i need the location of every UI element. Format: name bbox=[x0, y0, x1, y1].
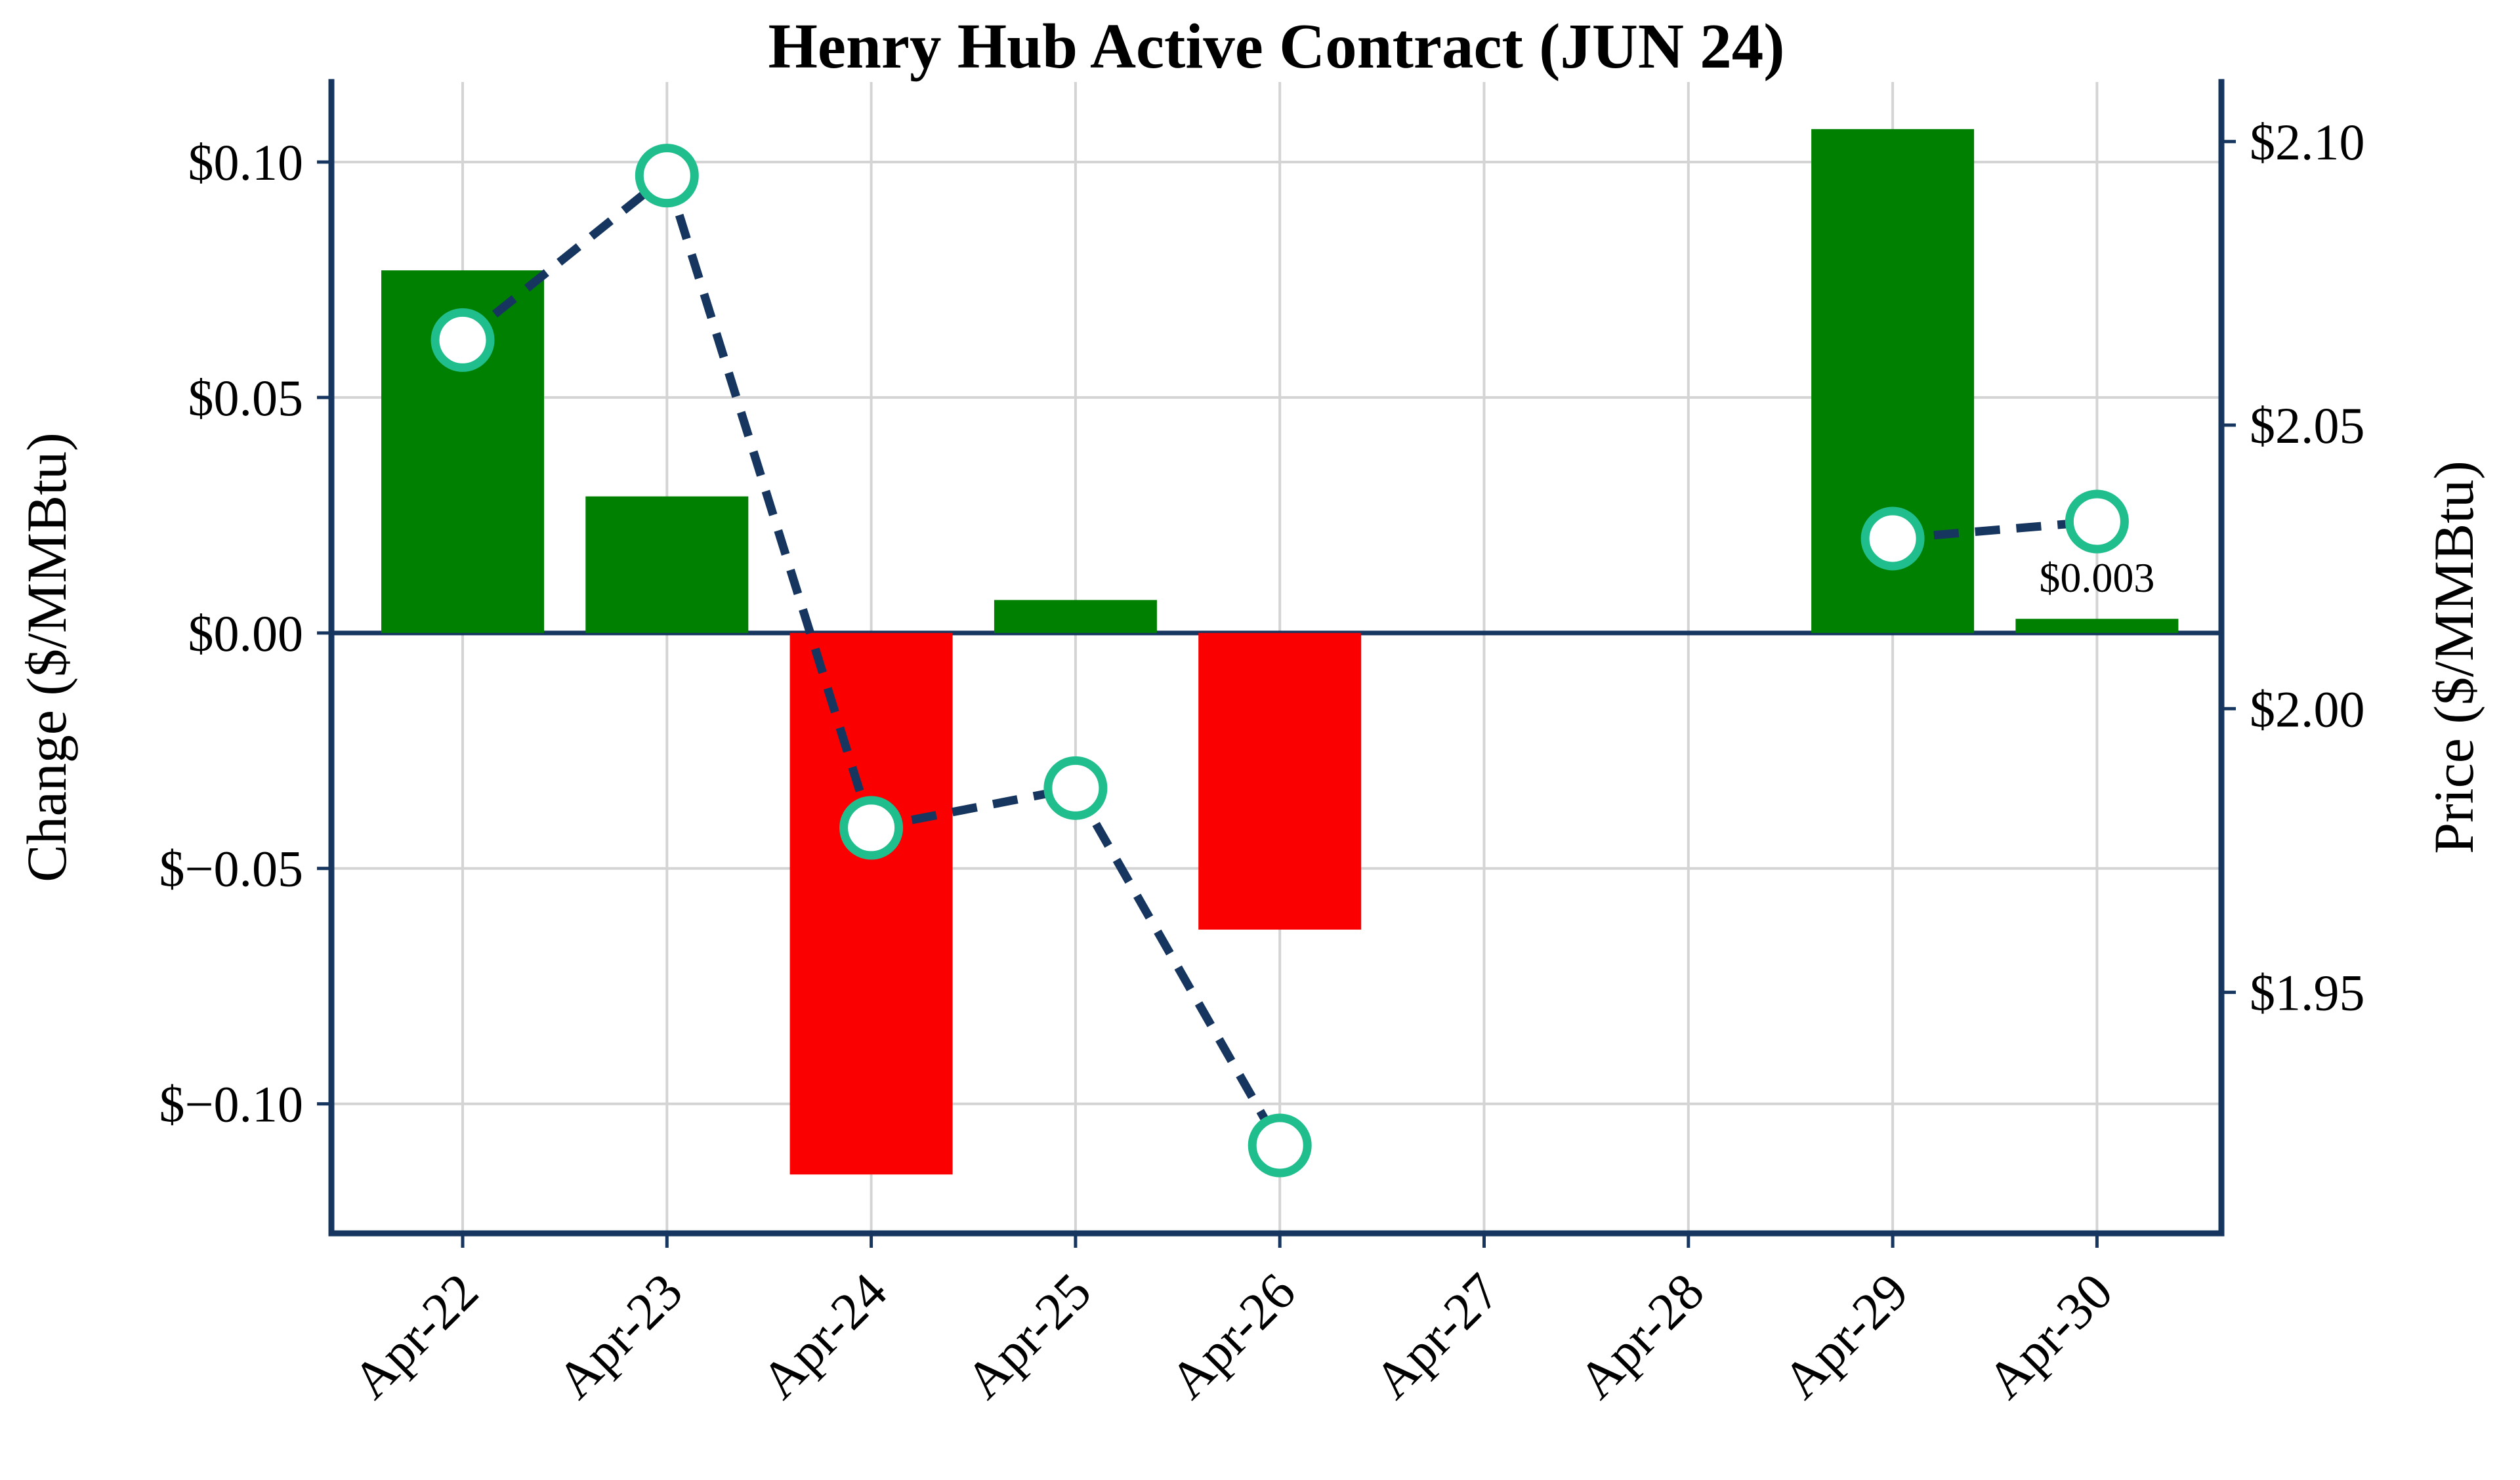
bar-Apr-24 bbox=[789, 632, 953, 1175]
x-tick-label-Apr-30: Apr-30 bbox=[1977, 1263, 2124, 1410]
x-tick-label-Apr-24: Apr-24 bbox=[751, 1263, 898, 1410]
price-line-segment bbox=[663, 174, 875, 829]
bar-Apr-30 bbox=[2015, 619, 2179, 633]
bar-Apr-23 bbox=[585, 496, 749, 633]
x-tick-label-Apr-25: Apr-25 bbox=[955, 1263, 1102, 1410]
x-tick-label-Apr-27: Apr-27 bbox=[1364, 1263, 1511, 1410]
left-tick-label: $0.00 bbox=[188, 605, 304, 662]
bar-Apr-26 bbox=[1198, 632, 1362, 930]
price-line-segment bbox=[1892, 517, 2097, 543]
left-tick-label: $0.10 bbox=[188, 134, 304, 191]
right-tick-label: $2.00 bbox=[2250, 680, 2365, 737]
price-line-segment bbox=[459, 172, 670, 344]
price-line-segment bbox=[870, 783, 1077, 832]
price-line-segment bbox=[1072, 786, 1284, 1148]
x-tick-label-Apr-29: Apr-29 bbox=[1772, 1263, 1919, 1410]
bar-Apr-25 bbox=[994, 600, 1157, 633]
bar-value-annotation: $0.003 bbox=[2039, 554, 2154, 601]
price-marker-Apr-25 bbox=[1043, 756, 1108, 820]
right-axis-label: Price ($/MMBtu) bbox=[2422, 461, 2485, 854]
price-marker-Apr-30 bbox=[2065, 489, 2129, 554]
right-tick-label: $2.10 bbox=[2250, 113, 2365, 171]
left-tick-label: $0.05 bbox=[188, 369, 304, 426]
price-marker-Apr-26 bbox=[1248, 1113, 1312, 1178]
price-marker-Apr-29 bbox=[1860, 506, 1925, 571]
left-tick-label: $−0.10 bbox=[159, 1076, 304, 1133]
price-marker-Apr-24 bbox=[839, 796, 904, 860]
right-tick-label: $2.05 bbox=[2250, 397, 2365, 454]
chart-title: Henry Hub Active Contract (JUN 24) bbox=[768, 11, 1784, 81]
left-axis-label: Change ($/MMBtu) bbox=[15, 432, 78, 882]
x-tick-label-Apr-26: Apr-26 bbox=[1159, 1263, 1306, 1410]
x-tick-label-Apr-28: Apr-28 bbox=[1568, 1263, 1715, 1410]
x-tick-label-Apr-23: Apr-23 bbox=[547, 1263, 694, 1410]
price-marker-Apr-22 bbox=[430, 308, 495, 372]
right-tick-label: $1.95 bbox=[2250, 964, 2365, 1021]
left-tick-label: $−0.05 bbox=[159, 840, 304, 897]
price-marker-Apr-23 bbox=[635, 144, 699, 208]
x-tick-label-Apr-22: Apr-22 bbox=[342, 1263, 489, 1410]
